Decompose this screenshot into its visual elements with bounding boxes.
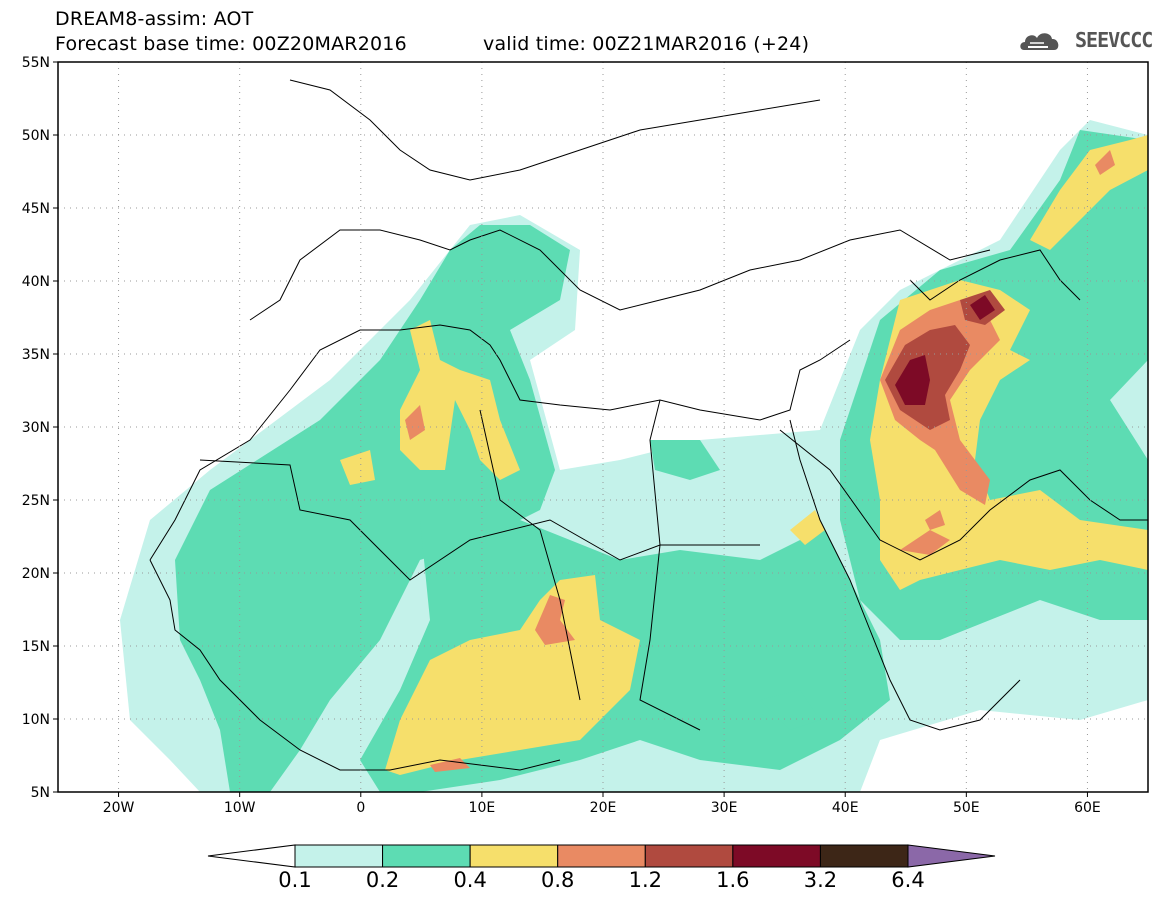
lat-tick-label: 5N [31,785,50,801]
colorbar-under-triangle [207,844,296,868]
colorbar [207,844,996,868]
lon-tick-label: 10W [224,800,256,816]
lat-tick-label: 10N [22,712,50,728]
lon-tick-label: 10E [469,800,496,816]
lat-tick-label: 45N [22,201,50,217]
colorbar-box [469,844,559,868]
logo-text: SEEVCCC [1075,28,1153,52]
coastlines [149,79,1148,771]
lon-tick-label: 0 [356,800,365,816]
colorbar-level-label: 3.2 [803,868,838,892]
colorbar-level-label: 0.2 [365,868,400,892]
lon-tick-label: 20W [103,800,135,816]
colorbar-level-label: 0.8 [541,868,575,892]
colorbar-box [819,844,909,868]
lat-tick-label: 55N [22,55,50,71]
lat-tick-label: 15N [22,639,50,655]
map-title: DREAM8-assim: AOT [55,8,254,30]
valid-time: valid time: 00Z21MAR2016 (+24) [483,33,810,55]
colorbar-box [382,844,471,868]
lat-tick-label: 40N [22,274,50,290]
colorbar-level-label: 0.1 [278,868,312,892]
lon-tick-label: 30E [711,800,738,816]
lon-tick-label: 20E [590,800,617,816]
cloud-logo-icon [1020,33,1059,50]
lat-tick-label: 20N [22,566,50,582]
colorbar-level-label: 0.4 [453,868,487,892]
lon-tick-label: 40E [832,800,859,816]
lon-tick-label: 50E [953,800,980,816]
colorbar-level-label: 1.6 [716,868,750,892]
lat-tick-label: 35N [22,347,50,363]
lat-tick-label: 50N [22,128,50,144]
aot-field [120,120,1148,792]
aot-level-1-6 [895,295,995,405]
lat-tick-label: 30N [22,420,50,436]
colorbar-over-triangle [907,844,996,868]
colorbar-box [644,844,734,868]
colorbar-box [732,844,821,868]
colorbar-level-label: 6.4 [891,868,925,892]
lat-tick-label: 25N [22,493,50,509]
colorbar-box [294,844,384,868]
lon-tick-label: 60E [1074,800,1101,816]
axis-ticks: 55N 50N 45N 40N 35N 30N 25N 20N 15N 10N 5N 20W 10W 0 1… [22,55,1101,816]
colorbar-level-label: 1.2 [628,868,662,892]
colorbar-box [557,844,646,868]
forecast-base-time: Forecast base time: 00Z20MAR2016 [55,33,407,55]
